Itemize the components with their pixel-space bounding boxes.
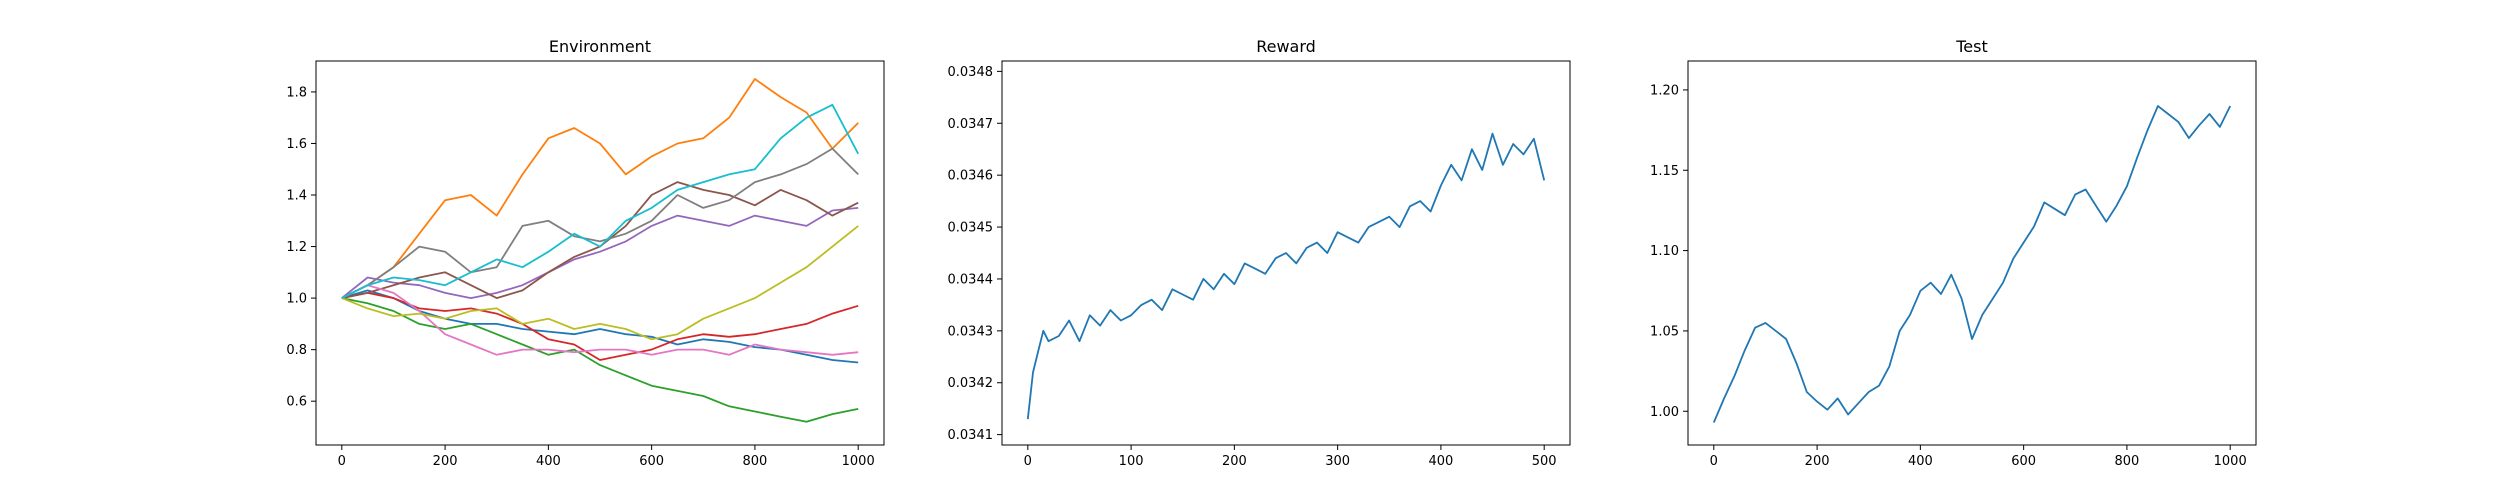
- environment-y-tick-label: 1.0: [286, 292, 307, 307]
- reward-x-tick-label: 0: [1024, 454, 1032, 469]
- reward-x-tick-label: 400: [1428, 454, 1453, 469]
- environment-y-tick-label: 1.2: [286, 240, 307, 255]
- environment-series-line-8: [341, 147, 859, 299]
- environment-y-tick-label: 0.8: [286, 343, 307, 358]
- environment-x-tick-label: 0: [338, 454, 346, 469]
- test-axes-frame: [1687, 60, 2257, 446]
- test-x-tick-label: 1000: [2214, 454, 2247, 469]
- test-subplot: 0 200 400 600 800 1000 1.00 1.05 1.10 1.15 1.20 Tes…: [1650, 37, 2257, 469]
- environment-series-line-7: [341, 284, 859, 356]
- reward-y-tick-label: 0.0347: [948, 117, 994, 132]
- environment-subplot: 0 200 400 600 800 1000 0.6 0.8 1.0 1.2 1.4 1.6 1.8 En…: [286, 37, 885, 469]
- reward-y-tick-label: 0.0343: [948, 324, 994, 339]
- environment-y-tick-label: 1.4: [286, 189, 307, 204]
- test-y-tick-label: 1.00: [1650, 405, 1679, 420]
- test-x-tick-label: 400: [1908, 454, 1933, 469]
- environment-series-line-10: [341, 103, 859, 299]
- environment-y-tick-label: 0.6: [286, 395, 307, 410]
- test-series-line-1: [1712, 105, 2232, 423]
- environment-series-line-2: [341, 78, 859, 299]
- test-x-tick-label: 600: [2011, 454, 2036, 469]
- reward-series-line-1: [1026, 132, 1546, 420]
- reward-x-tick-label: 200: [1222, 454, 1247, 469]
- environment-axes-frame: [315, 60, 885, 446]
- reward-y-tick-label: 0.0341: [948, 428, 994, 443]
- reward-y-tick-label: 0.0345: [948, 221, 994, 236]
- environment-x-tick-label: 1000: [842, 454, 875, 469]
- reward-y-tick-label: 0.0348: [948, 65, 994, 80]
- reward-y-tick-label: 0.0344: [948, 272, 994, 287]
- test-y-tick-label: 1.15: [1650, 164, 1679, 179]
- reward-x-tick-label: 500: [1532, 454, 1557, 469]
- environment-x-tick-label: 200: [433, 454, 458, 469]
- environment-x-tick-label: 800: [742, 454, 767, 469]
- reward-y-tick-label: 0.0342: [948, 376, 994, 391]
- reward-x-tick-label: 100: [1119, 454, 1144, 469]
- environment-series-line-9: [341, 225, 859, 341]
- reward-axes-frame: [1001, 60, 1571, 446]
- environment-x-tick-label: 600: [639, 454, 664, 469]
- reward-y-tick-label: 0.0346: [948, 169, 994, 184]
- environment-series-line-5: [341, 207, 859, 300]
- reward-x-tick-label: 300: [1325, 454, 1350, 469]
- environment-y-tick-label: 1.6: [286, 137, 307, 152]
- reward-title: Reward: [1256, 37, 1316, 56]
- environment-x-tick-label: 400: [536, 454, 561, 469]
- reward-subplot: 0 100 200 300 400 500 0.0341 0.0342 0.0343 0.0344…: [948, 37, 1571, 469]
- test-x-tick-label: 200: [1805, 454, 1830, 469]
- test-y-tick-label: 1.05: [1650, 324, 1679, 339]
- environment-y-tick-label: 1.8: [286, 85, 307, 100]
- test-x-tick-label: 0: [1710, 454, 1718, 469]
- test-title: Test: [1955, 37, 1988, 56]
- environment-title: Environment: [549, 37, 651, 56]
- test-y-tick-label: 1.10: [1650, 244, 1679, 259]
- test-x-tick-label: 800: [2114, 454, 2139, 469]
- environment-series-line-3: [341, 297, 859, 423]
- environment-series-line-4: [341, 291, 859, 361]
- test-y-tick-label: 1.20: [1650, 83, 1679, 98]
